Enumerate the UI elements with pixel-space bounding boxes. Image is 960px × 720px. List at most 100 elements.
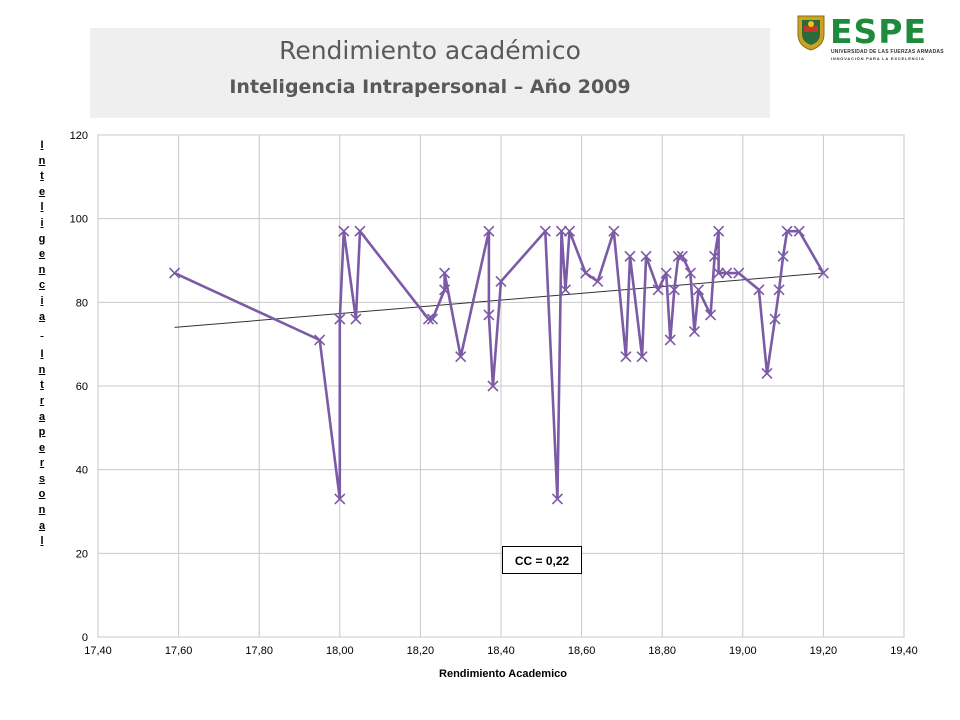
data-point [426, 313, 439, 325]
data-point [563, 225, 576, 237]
y-axis-label-char: I [40, 348, 44, 361]
y-axis-label-char: l [40, 201, 44, 214]
y-axis-label-char: t [40, 379, 44, 392]
data-point [713, 225, 725, 237]
data-point [551, 493, 563, 505]
data-point [314, 334, 326, 346]
data-point [636, 351, 648, 363]
data-point [664, 334, 676, 346]
x-tick-label: 18,60 [568, 645, 596, 657]
x-tick-label: 19,40 [890, 645, 918, 657]
data-point [668, 284, 680, 296]
data-point [733, 267, 745, 279]
y-axis-label-char: r [39, 394, 45, 407]
data-point [769, 313, 781, 325]
data-point [793, 225, 805, 237]
data-point [709, 250, 721, 262]
data-point [652, 284, 664, 296]
y-axis-label-char: s [38, 472, 46, 485]
y-axis-label-char: n [38, 263, 46, 276]
data-point [761, 367, 773, 380]
y-tick-label: 80 [76, 297, 88, 309]
data-point [672, 250, 684, 262]
data-point [660, 267, 672, 279]
data-point [334, 493, 346, 505]
y-axis-label-char: n [38, 504, 46, 517]
y-axis-label-char: n [38, 154, 46, 167]
data-point [539, 225, 551, 237]
data-point [624, 250, 636, 262]
y-axis-label-char: a [38, 519, 46, 532]
data-point [640, 250, 652, 262]
x-tick-label: 18,00 [326, 645, 354, 657]
data-point [338, 225, 350, 237]
data-point [350, 313, 362, 325]
data-point [487, 380, 499, 392]
data-point [422, 313, 435, 325]
correlation-annotation: CC = 0,22 [502, 546, 582, 574]
x-tick-label: 17,60 [165, 645, 193, 657]
logo-wordmark: ESPE [830, 12, 928, 51]
y-tick-label: 60 [76, 381, 88, 393]
data-point [439, 284, 451, 296]
data-point [592, 275, 604, 287]
shield-emblem-icon [797, 15, 825, 51]
x-tick-label: 18,80 [648, 645, 676, 657]
data-point [753, 284, 765, 296]
data-point [781, 225, 793, 237]
data-point [483, 225, 495, 237]
data-point [688, 326, 701, 338]
data-point [713, 267, 725, 279]
y-tick-label: 0 [82, 632, 88, 644]
data-point [559, 284, 572, 296]
y-axis-label-char: e [38, 441, 46, 454]
data-point [777, 250, 789, 262]
data-point [354, 225, 366, 237]
y-axis-label-char: I [40, 139, 44, 151]
y-axis-label-char: g [38, 232, 46, 245]
title-banner: Rendimiento académico Inteligencia Intra… [90, 28, 770, 118]
data-point [773, 284, 785, 296]
y-tick-label: 100 [70, 214, 88, 226]
y-tick-label: 120 [70, 130, 88, 142]
logo-tagline-2: INNOVACIÓN PARA LA EXCELENCIA [831, 56, 925, 61]
data-point [676, 250, 688, 262]
data-point [721, 267, 733, 279]
x-tick-label: 19,00 [729, 645, 757, 657]
data-point [495, 275, 507, 287]
x-tick-label: 18,20 [407, 645, 435, 657]
data-point [580, 267, 592, 279]
espe-logo: ESPE UNIVERSIDAD DE LAS FUERZAS ARMADAS … [794, 12, 944, 61]
y-axis-label-char: t [40, 170, 44, 183]
y-axis-label-char: n [38, 363, 46, 376]
y-axis-label-char: i [40, 216, 44, 229]
x-tick-label: 18,40 [487, 645, 515, 657]
slide-subtitle: Inteligencia Intrapersonal – Año 2009 [229, 76, 631, 98]
data-point [608, 225, 620, 237]
data-point [704, 309, 717, 321]
y-axis-label-char: r [39, 457, 45, 470]
x-tick-label: 17,40 [84, 645, 112, 657]
x-tick-label: 17,80 [245, 645, 273, 657]
data-point [555, 225, 568, 237]
data-point [455, 351, 467, 363]
data-point [439, 267, 451, 279]
data-point [483, 309, 495, 321]
y-axis-label-char: a [38, 310, 46, 323]
data-point [169, 267, 181, 279]
logo-tagline-1: UNIVERSIDAD DE LAS FUERZAS ARMADAS [831, 49, 944, 55]
y-axis-label-char: o [38, 488, 46, 501]
y-axis-label-char: a [38, 410, 46, 423]
y-axis-label-char: e [38, 248, 46, 261]
data-point [334, 313, 346, 325]
data-point [817, 267, 829, 279]
y-axis-label-char: i [40, 294, 44, 307]
data-point [692, 284, 705, 296]
data-point [620, 351, 632, 363]
y-axis-label-char: l [40, 535, 44, 548]
y-axis-label-char: p [38, 426, 46, 439]
data-point [684, 267, 696, 279]
y-axis-label-char: e [38, 185, 46, 198]
